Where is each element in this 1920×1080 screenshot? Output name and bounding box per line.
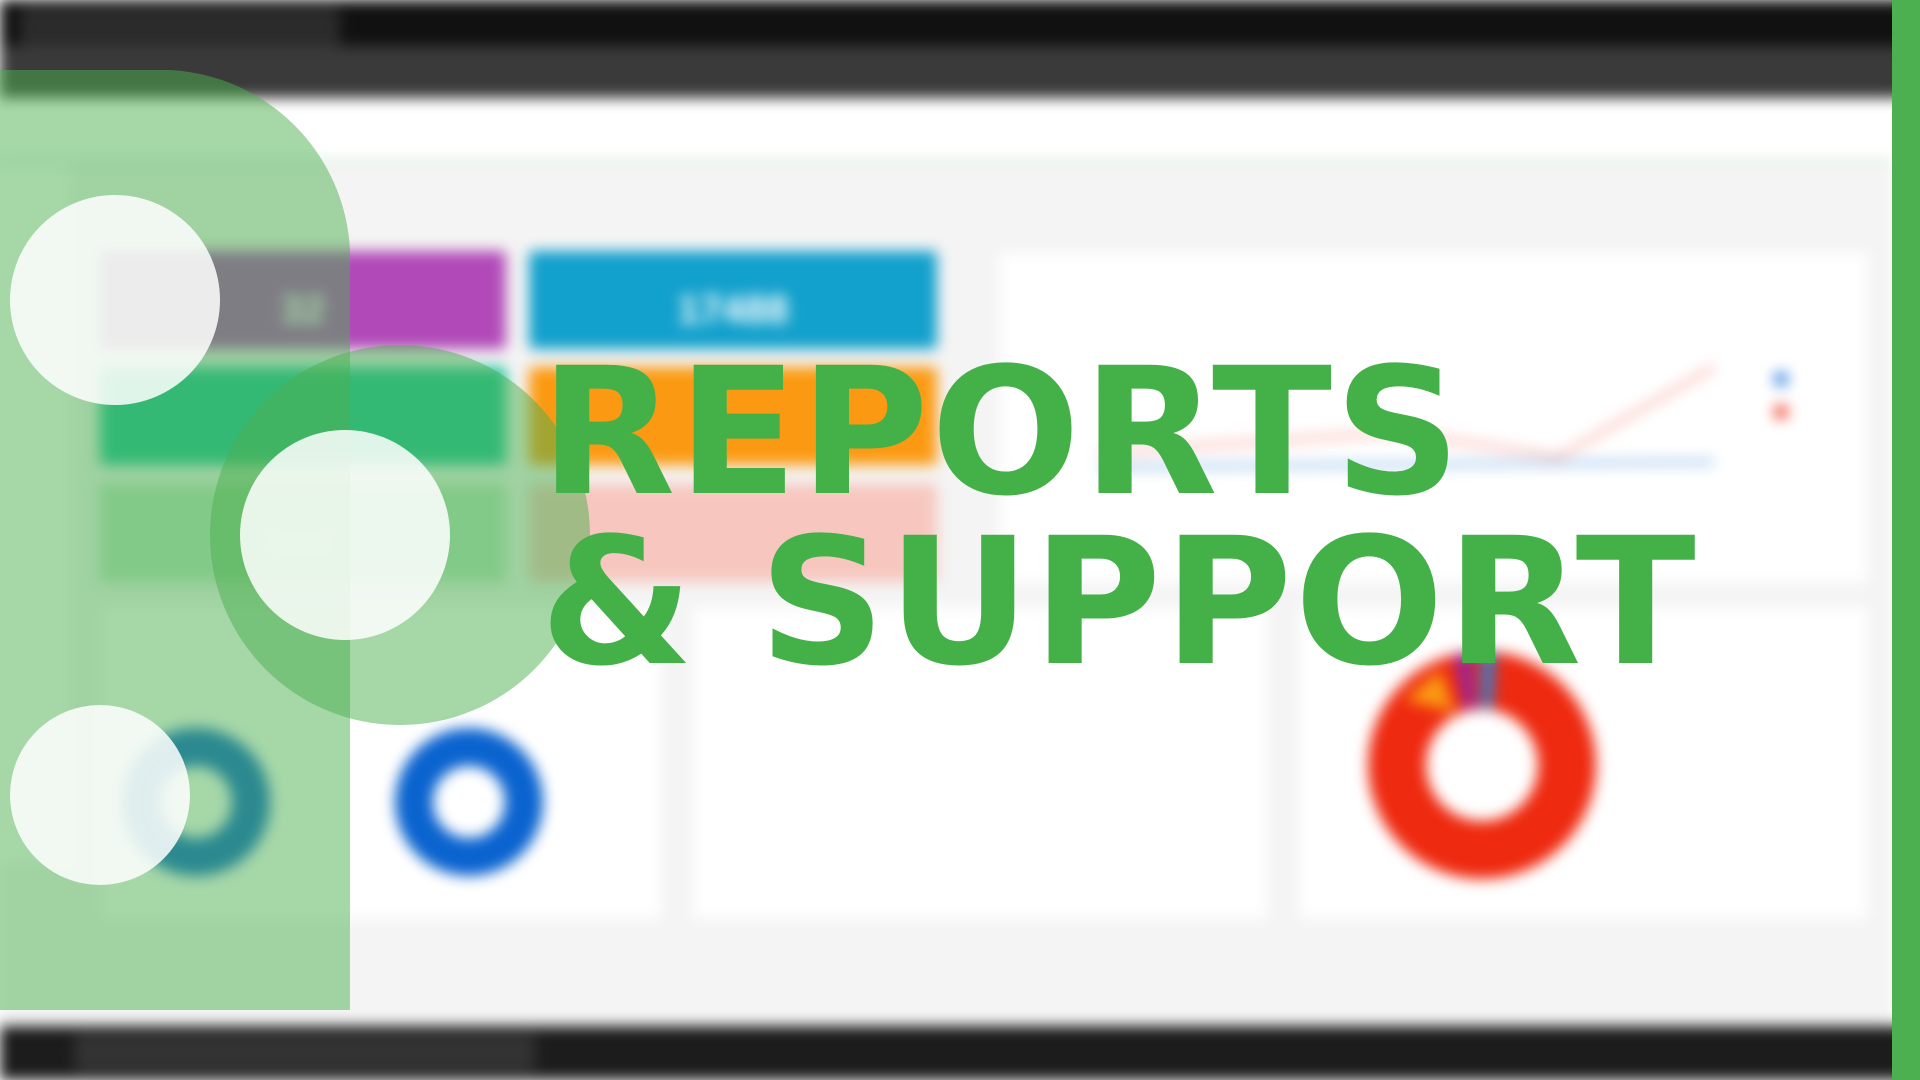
- cutouts: [10, 195, 450, 885]
- donut: [395, 728, 543, 876]
- cutout: [240, 430, 450, 640]
- card-value: 17488: [677, 287, 789, 332]
- tab-bar: [0, 0, 1920, 46]
- browser-tab[interactable]: [20, 6, 340, 46]
- search-box[interactable]: [75, 1034, 535, 1072]
- line: [1098, 460, 1715, 469]
- donut-slice: [1405, 670, 1455, 712]
- cutout: [10, 195, 220, 405]
- chart-panel: [998, 251, 1869, 584]
- line-chart: [1098, 365, 1788, 469]
- donut-slice: [1482, 652, 1495, 708]
- headline: REPORTS: [540, 330, 1463, 535]
- stat-card: [529, 367, 937, 465]
- stat-card: [529, 484, 937, 582]
- address-bar[interactable]: [0, 46, 1920, 98]
- taskbar: [0, 1026, 1920, 1080]
- stat-card: 17488: [529, 251, 937, 349]
- line: [1098, 365, 1716, 460]
- side-strip: [1892, 0, 1920, 1080]
- cutout: [10, 705, 190, 885]
- legend-dot: [1774, 372, 1788, 386]
- legend-dot: [1774, 405, 1788, 419]
- headline: & SUPPORT: [540, 500, 1698, 705]
- chart-panel: [692, 606, 1269, 920]
- donut-slice: [1455, 652, 1475, 710]
